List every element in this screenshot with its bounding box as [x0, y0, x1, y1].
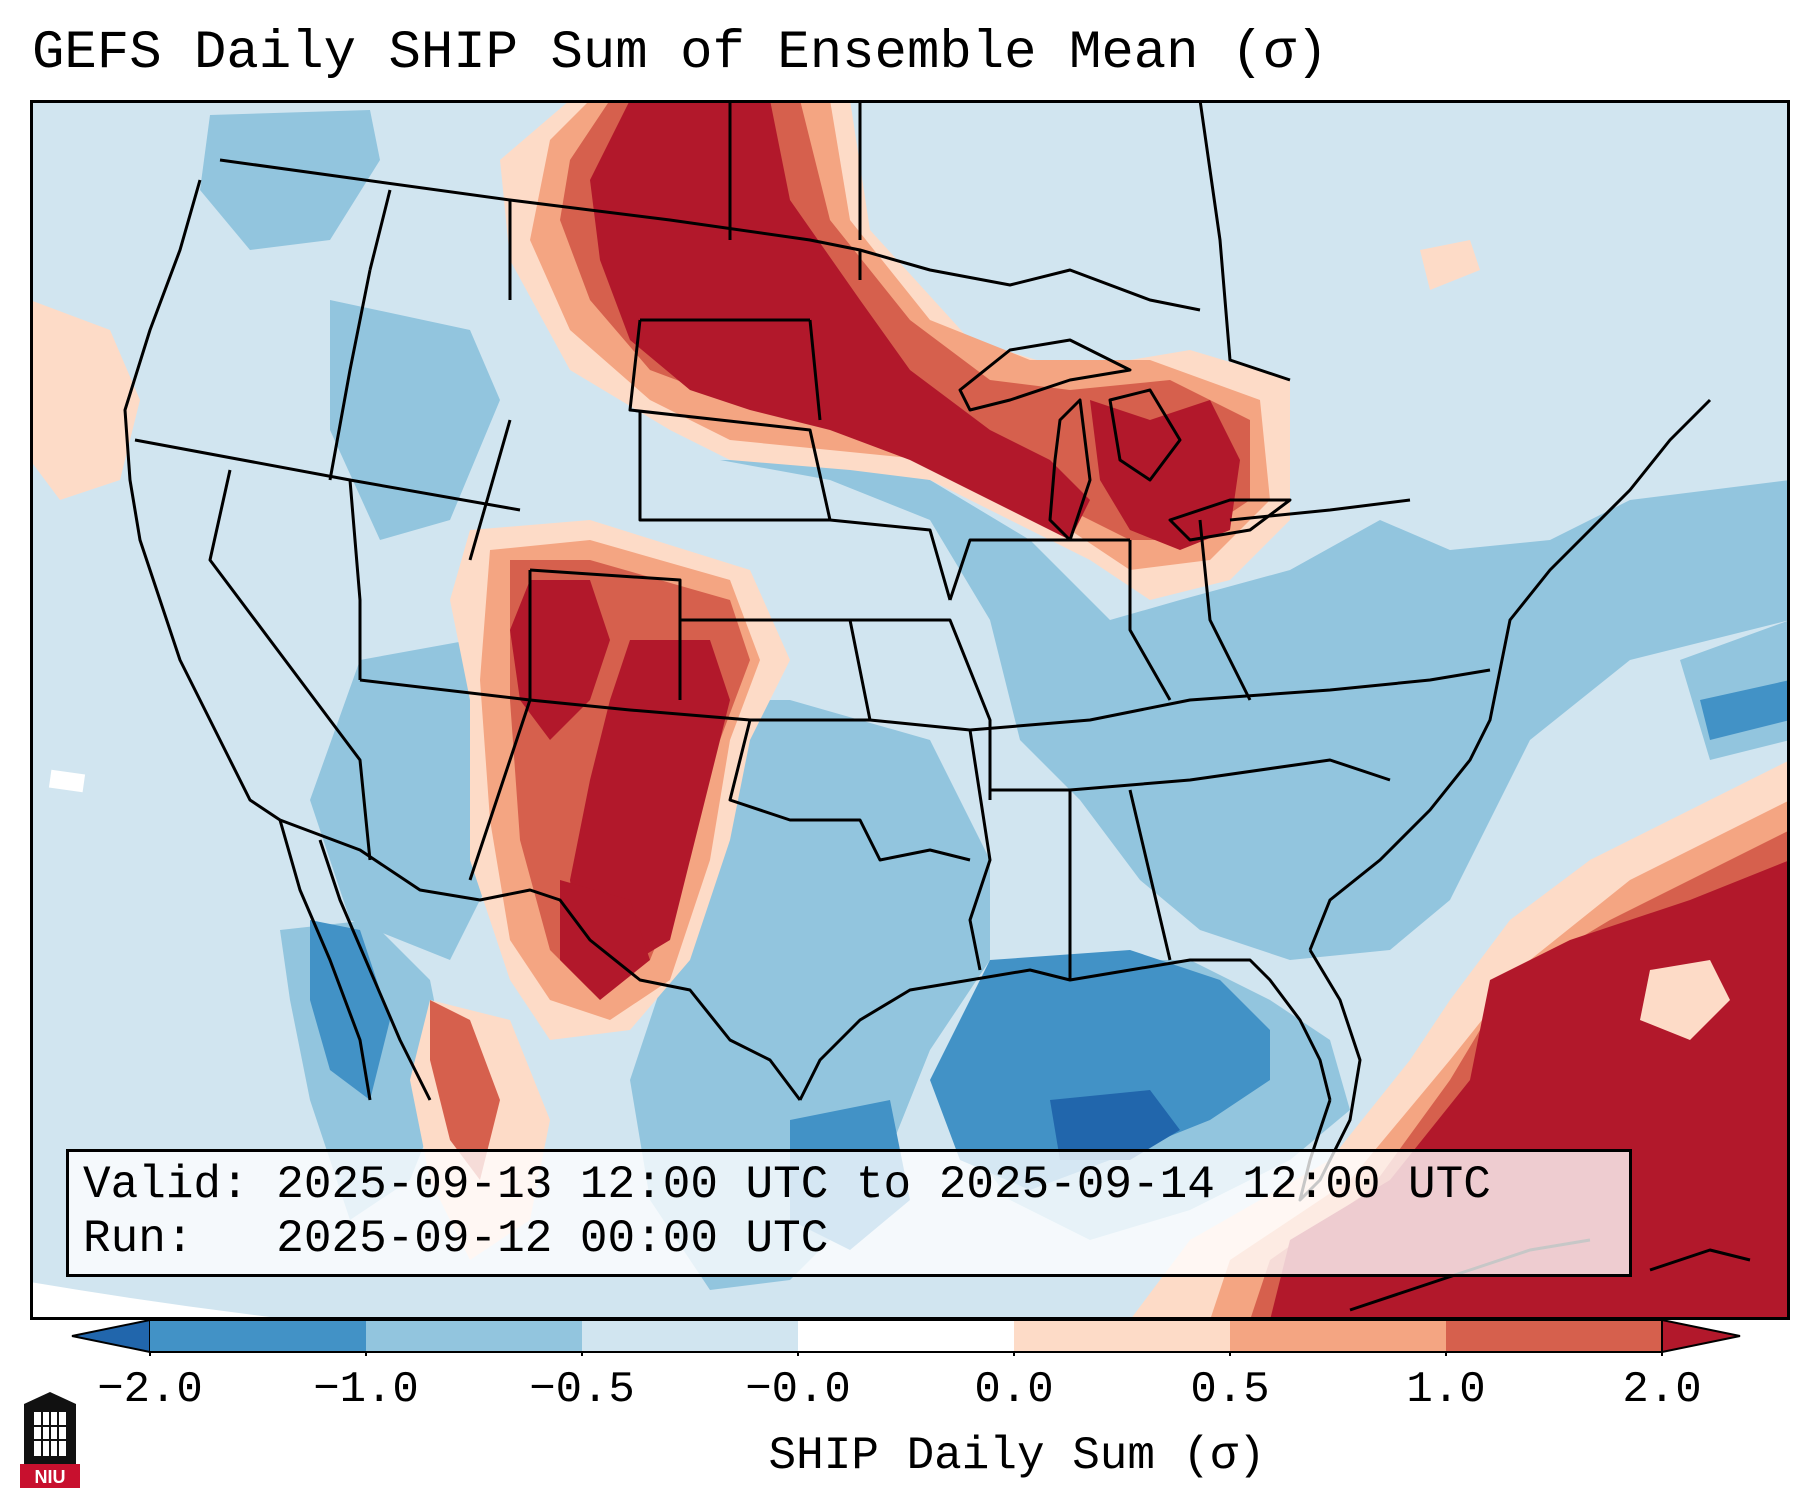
- colorbar-tick-label: −0.0: [745, 1365, 851, 1415]
- valid-run-info-box: Valid: 2025-09-13 12:00 UTC to 2025-09-1…: [66, 1149, 1632, 1277]
- colorbar-extend-high: [1661, 1318, 1741, 1354]
- colorbar-bin-6: [1446, 1320, 1662, 1352]
- anomaly-atlantic-hotspot: [1640, 960, 1730, 1040]
- colorbar-tick-label: 0.5: [1190, 1365, 1270, 1415]
- anomaly-dark-blue-patch: [1050, 1090, 1180, 1160]
- colorbar-title: SHIP Daily Sum (σ): [768, 1430, 1266, 1482]
- map-frame: [30, 100, 1790, 1320]
- missing-data-patch: [48, 769, 86, 793]
- colorbar-tick-label: 1.0: [1406, 1365, 1486, 1415]
- map-title: GEFS Daily SHIP Sum of Ensemble Mean (σ): [32, 23, 1329, 84]
- colorbar-tick-label: 2.0: [1622, 1365, 1702, 1415]
- colorbar-outline: [150, 1319, 1662, 1353]
- map-panel[interactable]: [30, 100, 1790, 1320]
- colorbar-bin-2: [582, 1320, 798, 1352]
- colorbar-bin-4: [1014, 1320, 1230, 1352]
- valid-time-range: 2025-09-13 12:00 UTC to 2025-09-14 12:00…: [276, 1159, 1491, 1211]
- colorbar-extend-low: [71, 1318, 151, 1354]
- colorbar: [71, 1318, 1741, 1356]
- colorbar-bin-0: [150, 1320, 366, 1352]
- colorbar-tick-label: −1.0: [313, 1365, 419, 1415]
- colorbar-tick-label: −2.0: [97, 1365, 203, 1415]
- colorbar-tick-marks: [149, 1352, 1663, 1356]
- colorbar-tick-label: 0.0: [974, 1365, 1054, 1415]
- valid-label: Valid:: [83, 1159, 249, 1211]
- colorbar-bin-1: [366, 1320, 582, 1352]
- run-time: 2025-09-12 00:00 UTC: [276, 1213, 829, 1265]
- niu-logo-icon: NIU: [20, 1392, 80, 1488]
- run-label: Run:: [83, 1213, 194, 1265]
- colorbar-tick-label: −0.5: [529, 1365, 635, 1415]
- colorbar-bin-3: [798, 1320, 1014, 1352]
- logo-text: NIU: [35, 1467, 66, 1487]
- map-boundaries: [123, 100, 1751, 1312]
- colorbar-bin-5: [1230, 1320, 1446, 1352]
